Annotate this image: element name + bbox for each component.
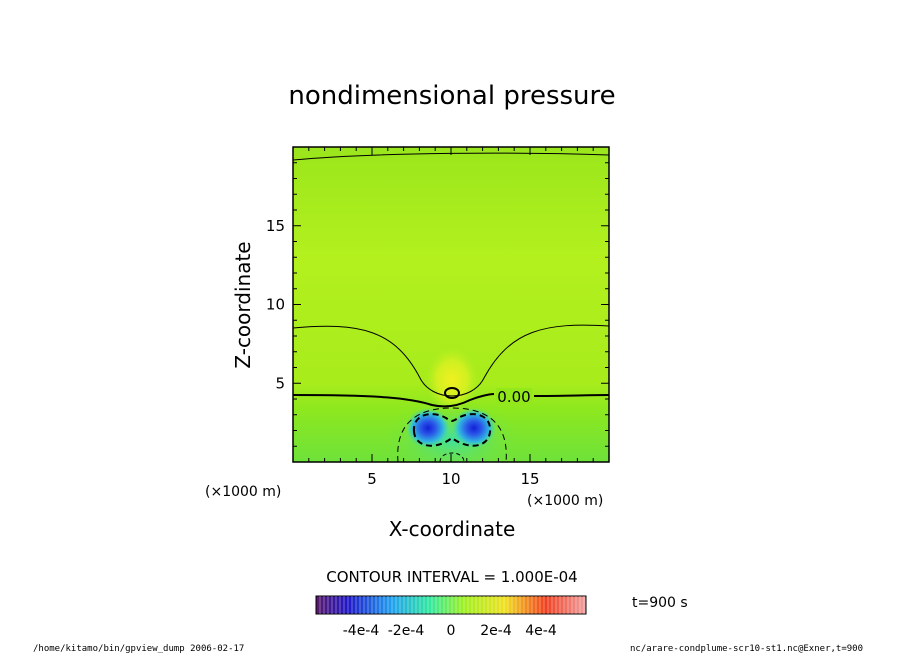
footer-left: /home/kitamo/bin/gpview_dump 2006-02-17 [33,644,244,654]
colorbar-stripes [319,596,585,614]
contour-neg-inner [412,413,492,447]
z-unit-label: (×1000 m) [205,484,281,500]
colorbar-tick-label: 2e-4 [480,623,512,639]
time-label: t=900 s [632,595,688,611]
contour-zero [293,393,495,408]
contour-interval: CONTOUR INTERVAL = 1.000E-04 [326,568,577,586]
chart-title: nondimensional pressure [288,81,615,111]
colorbar-labels: -4e-4 -2e-4 0 2e-4 4e-4 [343,623,557,639]
x-tick-label: 15 [520,470,539,488]
contour-upper [293,324,609,397]
colorbar [315,595,587,615]
contour-label-bg [496,388,532,404]
x-unit-label: (×1000 m) [527,493,603,509]
colorbar-tick-label: -4e-4 [343,623,380,639]
field-low-left [406,408,450,448]
y-tick-label: 10 [266,296,285,314]
y-tick-label: 15 [266,217,285,235]
plot-field [293,147,609,462]
x-tick-label: 5 [367,470,377,488]
y-axis-ticks: 5 10 15 [266,162,609,447]
colorbar-tick-label: -2e-4 [388,623,425,639]
contour-neg-bottom [439,452,465,462]
contour-high-closed [444,387,460,399]
colorbar-tick-label: 4e-4 [525,623,557,639]
colorbar-tick-label: 0 [447,623,456,639]
y-tick-label: 5 [275,374,285,392]
contour-top [293,152,609,161]
contour-label: 0.00 [497,388,530,406]
y-axis-label: Z-coordinate [231,241,255,368]
contour-zero-right [533,394,609,397]
x-axis-ticks: 5 10 15 [308,147,594,488]
x-axis-label: X-coordinate [389,517,516,541]
field-high-region [426,348,478,412]
footer-right: nc/arare-condplume-scr10-st1.nc@Exner,t=… [630,644,863,654]
x-tick-label: 10 [441,470,460,488]
